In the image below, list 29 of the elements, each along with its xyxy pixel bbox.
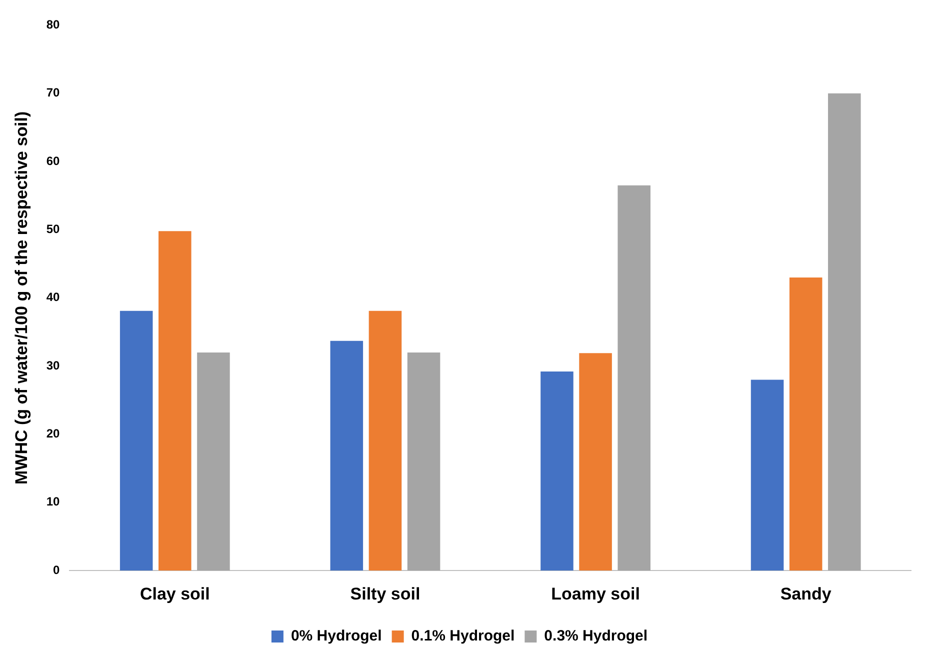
- x-tick-label: Sandy: [780, 584, 832, 604]
- bar: [330, 340, 364, 571]
- x-tick-label: Silty soil: [350, 584, 420, 604]
- bar: [197, 352, 230, 571]
- y-tick-label: 80: [46, 18, 60, 32]
- legend-label: 0.3% Hydrogel: [544, 628, 648, 645]
- bar: [158, 231, 192, 571]
- bar: [750, 380, 784, 571]
- y-tick-label: 20: [46, 426, 60, 441]
- bar: [828, 93, 861, 571]
- legend-label: 0% Hydrogel: [290, 628, 382, 645]
- y-tick-label: 40: [46, 290, 60, 304]
- bar: [540, 372, 574, 571]
- y-tick-label: 10: [46, 494, 60, 509]
- legend-label: 0.1% Hydrogel: [411, 628, 515, 645]
- bar: [579, 353, 612, 571]
- y-tick-label: 0: [53, 562, 60, 577]
- x-tick-label: Clay soil: [140, 584, 210, 604]
- bar: [407, 352, 440, 571]
- y-axis-title: MWHC (g of water/100 g of the respective soil): [12, 111, 31, 484]
- bar: [120, 310, 153, 571]
- bar: [368, 310, 402, 571]
- y-tick-label: 70: [46, 86, 60, 100]
- y-tick-label: 50: [46, 222, 60, 236]
- x-tick-label: Loamy soil: [551, 584, 640, 604]
- bar: [789, 277, 822, 571]
- y-tick-label: 30: [46, 358, 60, 372]
- bar: [618, 185, 650, 571]
- y-tick-label: 60: [46, 154, 60, 168]
